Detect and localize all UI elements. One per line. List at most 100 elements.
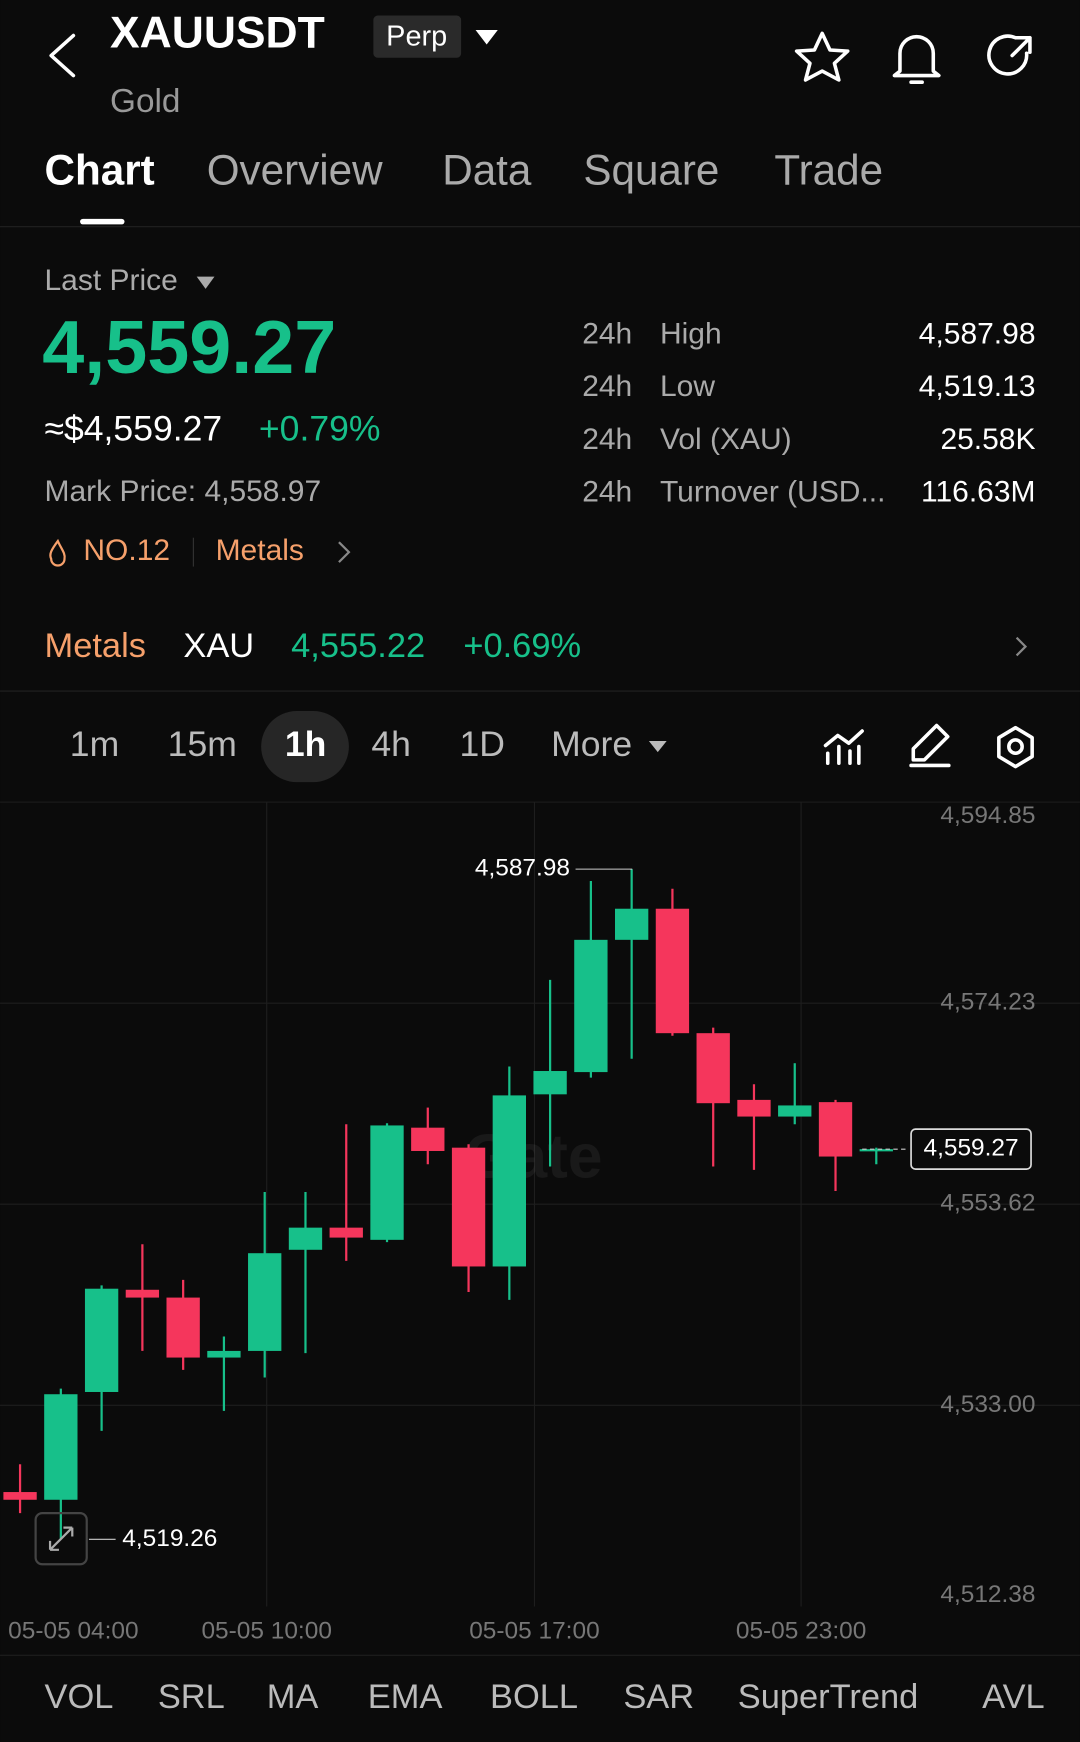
low-label: 4,519.26 — [122, 1525, 217, 1552]
stat-value: 4,519.13 — [919, 370, 1036, 403]
interval[interactable]: 4h — [371, 724, 411, 764]
indicator[interactable]: MA — [267, 1678, 319, 1716]
tab[interactable]: Square — [583, 146, 719, 193]
candle-body — [614, 908, 649, 940]
x-tick-label: 05-05 10:00 — [201, 1617, 331, 1644]
stat-label: Vol (XAU) — [660, 423, 792, 456]
dropdown-arrow[interactable] — [475, 29, 498, 45]
favorite-icon[interactable] — [794, 31, 850, 82]
badge-bg — [373, 15, 462, 58]
interval[interactable]: 1h — [285, 724, 326, 764]
candle-body — [492, 1095, 527, 1267]
last-price-box — [910, 1128, 1032, 1170]
candle-body — [574, 939, 608, 1073]
price-change: +0.79% — [259, 408, 381, 448]
candle-body — [248, 1253, 282, 1351]
x-tick-label: 05-05 04:00 — [8, 1617, 138, 1644]
stat-label: High — [660, 317, 722, 350]
candle-body — [655, 908, 690, 1034]
hot-icon — [49, 538, 66, 567]
stat-period: 24h — [582, 370, 632, 403]
candle-body — [329, 1227, 363, 1238]
indicator[interactable]: VOL — [45, 1678, 114, 1716]
more-dropdown[interactable] — [648, 741, 667, 753]
candle-body — [533, 1071, 567, 1095]
sector[interactable]: Metals — [216, 534, 304, 567]
candle-body — [44, 1394, 78, 1500]
candle-body — [370, 1125, 404, 1240]
stat-label: Low — [660, 370, 715, 403]
index-asset: XAU — [183, 627, 254, 665]
interval[interactable]: More — [551, 724, 632, 764]
index-price: 4,555.22 — [291, 627, 425, 665]
candle-body — [207, 1350, 241, 1358]
candle-body — [778, 1105, 812, 1117]
stat-value: 25.58K — [940, 423, 1035, 456]
stat-label: Turnover (USD... — [660, 476, 885, 509]
tab[interactable]: Overview — [207, 146, 383, 193]
candle-body — [696, 1033, 730, 1104]
alert-icon[interactable] — [892, 34, 941, 84]
indicator[interactable]: AVL — [982, 1678, 1045, 1716]
tab[interactable]: Chart — [45, 146, 155, 193]
symbol: XAUUSDT — [110, 8, 325, 57]
badge: Perp — [386, 20, 447, 52]
interval[interactable]: 1D — [460, 724, 505, 764]
candle-body — [859, 1149, 893, 1152]
sector-arrow[interactable] — [338, 541, 351, 563]
candle-body — [818, 1102, 853, 1157]
draw-icon[interactable] — [909, 723, 951, 768]
back-button[interactable] — [49, 33, 76, 78]
index-sector[interactable]: Metals — [45, 627, 146, 665]
share-icon[interactable] — [987, 34, 1032, 76]
candle-body — [125, 1289, 160, 1298]
x-tick-label: 05-05 23:00 — [736, 1617, 866, 1644]
indicator[interactable]: SRL — [158, 1678, 225, 1716]
stat-period: 24h — [582, 423, 632, 456]
usd-price: ≈$4,559.27 — [45, 408, 223, 448]
interval-selected — [261, 711, 349, 783]
tab[interactable]: Trade — [774, 146, 883, 193]
settings-icon[interactable] — [997, 725, 1034, 769]
price-label: Last Price — [45, 264, 178, 297]
stat-value: 116.63M — [921, 476, 1035, 509]
interval[interactable]: 1m — [70, 724, 119, 764]
indicator[interactable]: SAR — [623, 1678, 694, 1716]
tab-indicator — [80, 218, 125, 225]
settings-icon-center — [1007, 738, 1024, 756]
indicator[interactable]: SuperTrend — [738, 1678, 919, 1716]
candle-body — [411, 1127, 445, 1151]
interval[interactable]: 15m — [168, 724, 237, 764]
candle-body — [737, 1099, 771, 1117]
indicator[interactable]: BOLL — [490, 1678, 578, 1716]
stat-period: 24h — [582, 476, 632, 509]
y-tick-label: 4,512.38 — [940, 1581, 1035, 1608]
mark-price: Mark Price: 4,558.97 — [45, 475, 322, 508]
index-change: +0.69% — [463, 627, 581, 665]
high-label: 4,587.98 — [475, 855, 570, 882]
expand-button[interactable] — [34, 1512, 88, 1566]
candle-body — [451, 1147, 486, 1267]
last-price: 4,559.27 — [42, 306, 336, 390]
watermark: Gate — [464, 1122, 602, 1191]
asset-name: Gold — [110, 83, 180, 120]
stat-value: 4,587.98 — [919, 317, 1036, 350]
stat-period: 24h — [582, 317, 632, 350]
candle-body — [288, 1227, 323, 1250]
index-arrow[interactable] — [1015, 636, 1028, 657]
indicator-icon[interactable] — [823, 729, 864, 766]
last-price-label: 4,559.27 — [923, 1135, 1018, 1162]
y-tick-label: 4,553.62 — [940, 1190, 1035, 1217]
tab[interactable]: Data — [442, 146, 532, 193]
indicator[interactable]: EMA — [368, 1678, 443, 1716]
rank: NO.12 — [83, 534, 170, 567]
candle-body — [166, 1297, 200, 1358]
price-dropdown[interactable] — [196, 276, 215, 289]
candle-body — [3, 1492, 37, 1500]
expand-icon — [48, 1526, 74, 1551]
y-tick-label: 4,594.85 — [940, 802, 1035, 829]
y-tick-label: 4,574.23 — [940, 989, 1035, 1016]
